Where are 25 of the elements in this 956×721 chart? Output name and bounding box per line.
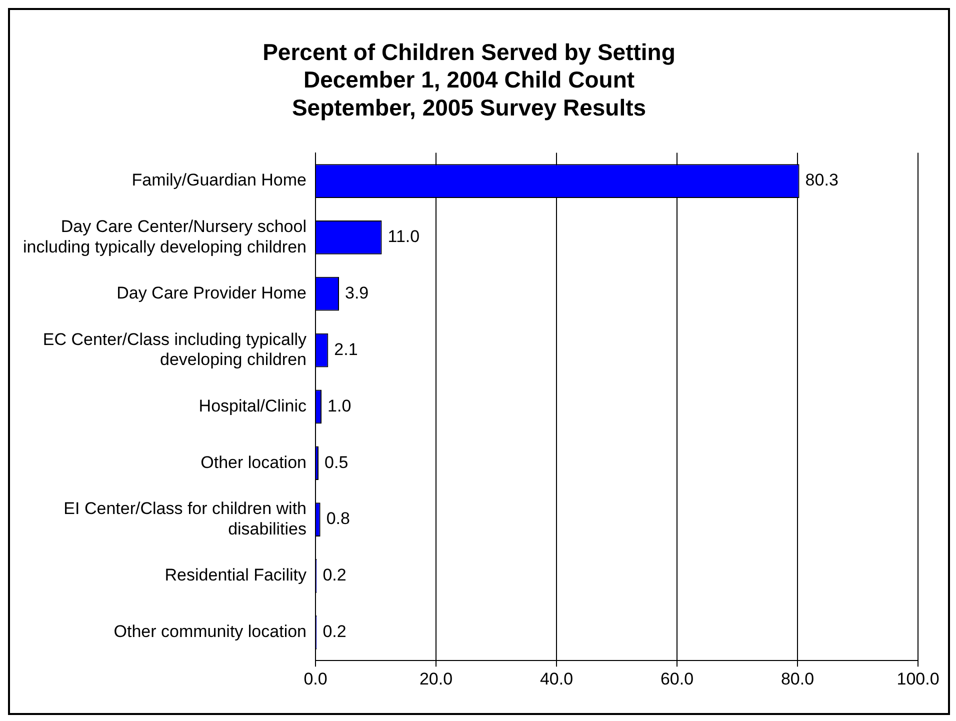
x-tick-label: 20.0 bbox=[419, 669, 453, 688]
x-tick-label: 80.0 bbox=[780, 669, 814, 688]
y-tick-label: Hospital/Clinic bbox=[198, 396, 308, 416]
y-tick-label: EC Center/Class including typically developing children bbox=[42, 330, 308, 370]
data-label: 2.1 bbox=[334, 340, 358, 359]
x-tick-label: 0.0 bbox=[304, 669, 328, 688]
data-label: 0.5 bbox=[324, 452, 348, 472]
x-tick-label: 100.0 bbox=[896, 669, 940, 688]
data-label: 11.0 bbox=[388, 227, 420, 246]
y-tick-label: Family/Guardian Home bbox=[132, 170, 307, 190]
chart-title: Percent of Children Served by Setting December 1, 2004 Child Count September, 2005 Survey Results bbox=[262, 39, 676, 120]
y-tick-label: Day Care Center/Nursery school including typically developing children bbox=[22, 216, 307, 256]
y-tick-label: Other location bbox=[200, 452, 307, 472]
data-label: 3.9 bbox=[345, 284, 369, 303]
data-label: 0.8 bbox=[326, 509, 350, 528]
data-label: 1.0 bbox=[328, 396, 352, 416]
y-tick-label: Other community location bbox=[114, 622, 307, 642]
x-tick-label: 40.0 bbox=[540, 669, 574, 688]
data-label: 0.2 bbox=[322, 622, 346, 642]
data-label: 80.3 bbox=[805, 170, 838, 190]
y-tick-label: Day Care Provider Home bbox=[116, 284, 307, 303]
y-tick-label: EI Center/Class for children with disabilities bbox=[64, 499, 307, 538]
x-tick-label: 60.0 bbox=[660, 669, 694, 688]
y-tick-label: Residential Facility bbox=[164, 566, 307, 585]
data-label: 0.2 bbox=[322, 566, 346, 585]
